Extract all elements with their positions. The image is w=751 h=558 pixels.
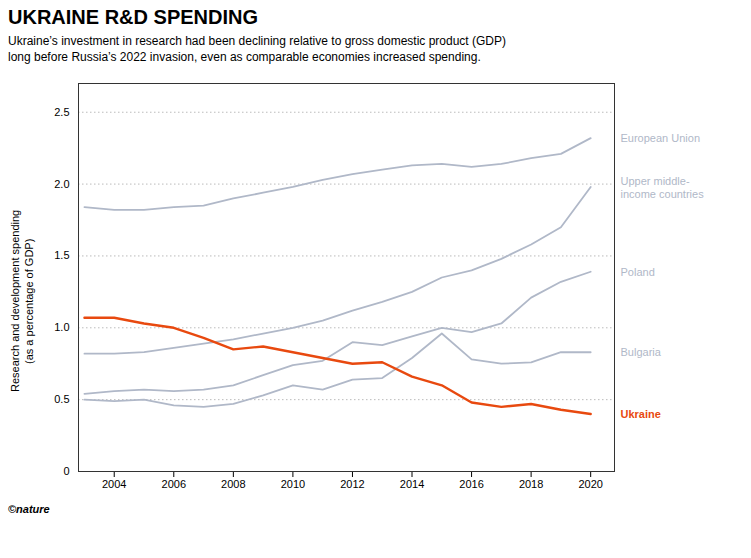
svg-text:2.0: 2.0 (54, 178, 69, 190)
svg-text:2020: 2020 (578, 479, 602, 491)
html-text:UKRAINE R&D SPENDING: UKRAINE R&D SPENDING (8, 6, 258, 28)
svg-text:2006: 2006 (162, 479, 186, 491)
html-text:©nature: ©nature (8, 503, 50, 516)
svg-text:2012: 2012 (340, 479, 364, 491)
svg-text:2008: 2008 (221, 479, 245, 491)
svg-text:European Union: European Union (621, 133, 701, 145)
html-text:Research and development spend: Research and development spending (as a … (9, 210, 36, 393)
svg-text:Poland: Poland (621, 266, 655, 278)
svg-text:2014: 2014 (400, 479, 424, 491)
svg-text:2004: 2004 (102, 479, 126, 491)
svg-text:2018: 2018 (519, 479, 543, 491)
html-text:Ukraine’s investment in resear: Ukraine’s investment in research had bee… (8, 34, 506, 65)
svg-text:Upper middle-income countries: Upper middle-income countries (621, 175, 705, 200)
svg-text:2.5: 2.5 (54, 106, 69, 118)
svg-text:0.5: 0.5 (54, 394, 69, 406)
svg-text:Bulgaria: Bulgaria (621, 347, 662, 359)
svg-text:2010: 2010 (281, 479, 305, 491)
svg-text:0: 0 (63, 465, 69, 477)
svg-text:1.0: 1.0 (54, 322, 69, 334)
svg-text:2016: 2016 (459, 479, 483, 491)
svg-text:1.5: 1.5 (54, 250, 69, 262)
svg-text:Ukraine: Ukraine (621, 409, 661, 421)
